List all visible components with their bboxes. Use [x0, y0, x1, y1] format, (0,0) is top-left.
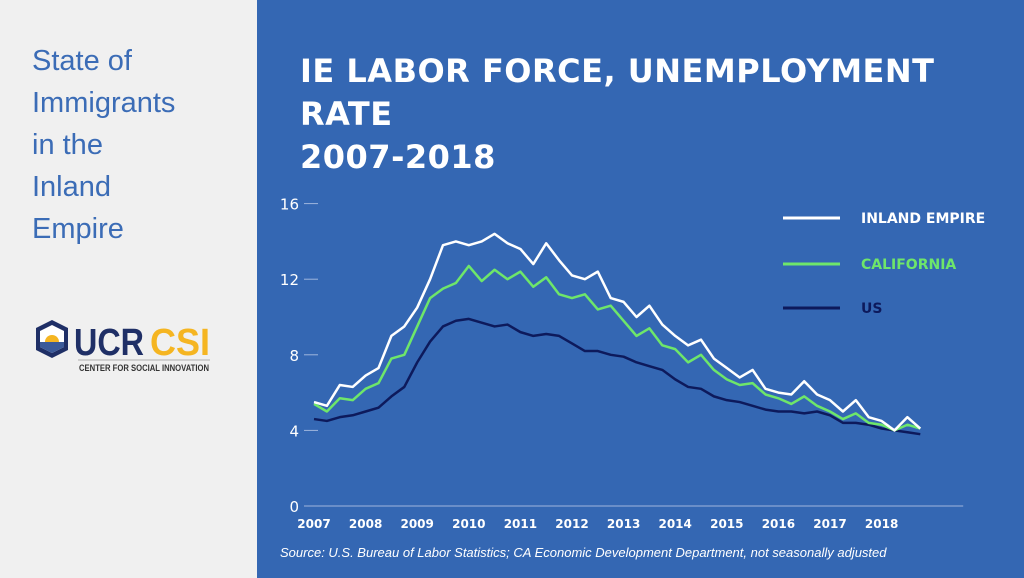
x-tick-label: 2007 [297, 517, 330, 531]
x-tick-label: 2017 [813, 517, 846, 531]
title-line: Immigrants [32, 87, 176, 119]
sidebar-title: State of Immigrants in the Inland Empire [32, 40, 175, 250]
series-line-us [313, 317, 921, 436]
y-tick-label: 16 [280, 196, 299, 214]
title-line: State of [32, 45, 132, 77]
source-note: Source: U.S. Bureau of Labor Statistics;… [280, 545, 887, 560]
series-line-ie [313, 232, 922, 432]
legend-label-ca: CALIFORNIA [861, 257, 956, 273]
sidebar: State of Immigrants in the Inland Empire… [0, 0, 257, 578]
chart-title: IE LABOR FORCE, UNEMPLOYMENT RATE 2007-2… [300, 50, 1024, 179]
x-tick-label: 2010 [452, 517, 485, 531]
svg-text:CSI: CSI [150, 322, 210, 364]
title-line: in the [32, 129, 103, 161]
line-chart: 0 4 8 12 16 2007 2008 2009 2010 2011 2012 2013 2014 2… [280, 196, 985, 531]
x-tick-label: 2013 [607, 517, 640, 531]
title-line: Empire [32, 213, 124, 245]
title-line-2: 2007-2018 [300, 138, 496, 176]
y-tick-label: 12 [280, 271, 299, 289]
legend-label-us: US [861, 301, 882, 317]
x-tick-label: 2016 [762, 517, 795, 531]
x-tick-label: 2018 [865, 517, 898, 531]
y-tick-label: 4 [289, 422, 299, 440]
y-tick-label: 0 [289, 498, 299, 516]
x-tick-label: 2015 [710, 517, 743, 531]
title-line: Inland [32, 171, 112, 203]
x-tick-label: 2012 [555, 517, 588, 531]
x-tick-label: 2009 [400, 517, 433, 531]
x-tick-label: 2011 [504, 517, 537, 531]
ucr-csi-logo: UCR CSI CENTER FOR SOCIAL INNOVATION [36, 320, 210, 373]
y-tick-label: 8 [289, 347, 299, 365]
svg-text:UCR: UCR [74, 322, 144, 364]
chart-panel [257, 0, 1024, 578]
title-line-1: IE LABOR FORCE, UNEMPLOYMENT RATE [300, 52, 935, 133]
x-tick-label: 2014 [658, 517, 691, 531]
svg-text:CENTER FOR SOCIAL INNOVATION: CENTER FOR SOCIAL INNOVATION [79, 363, 209, 373]
x-tick-label: 2008 [349, 517, 382, 531]
series-line-ca [313, 264, 921, 432]
legend-label-ie: INLAND EMPIRE [861, 211, 985, 227]
